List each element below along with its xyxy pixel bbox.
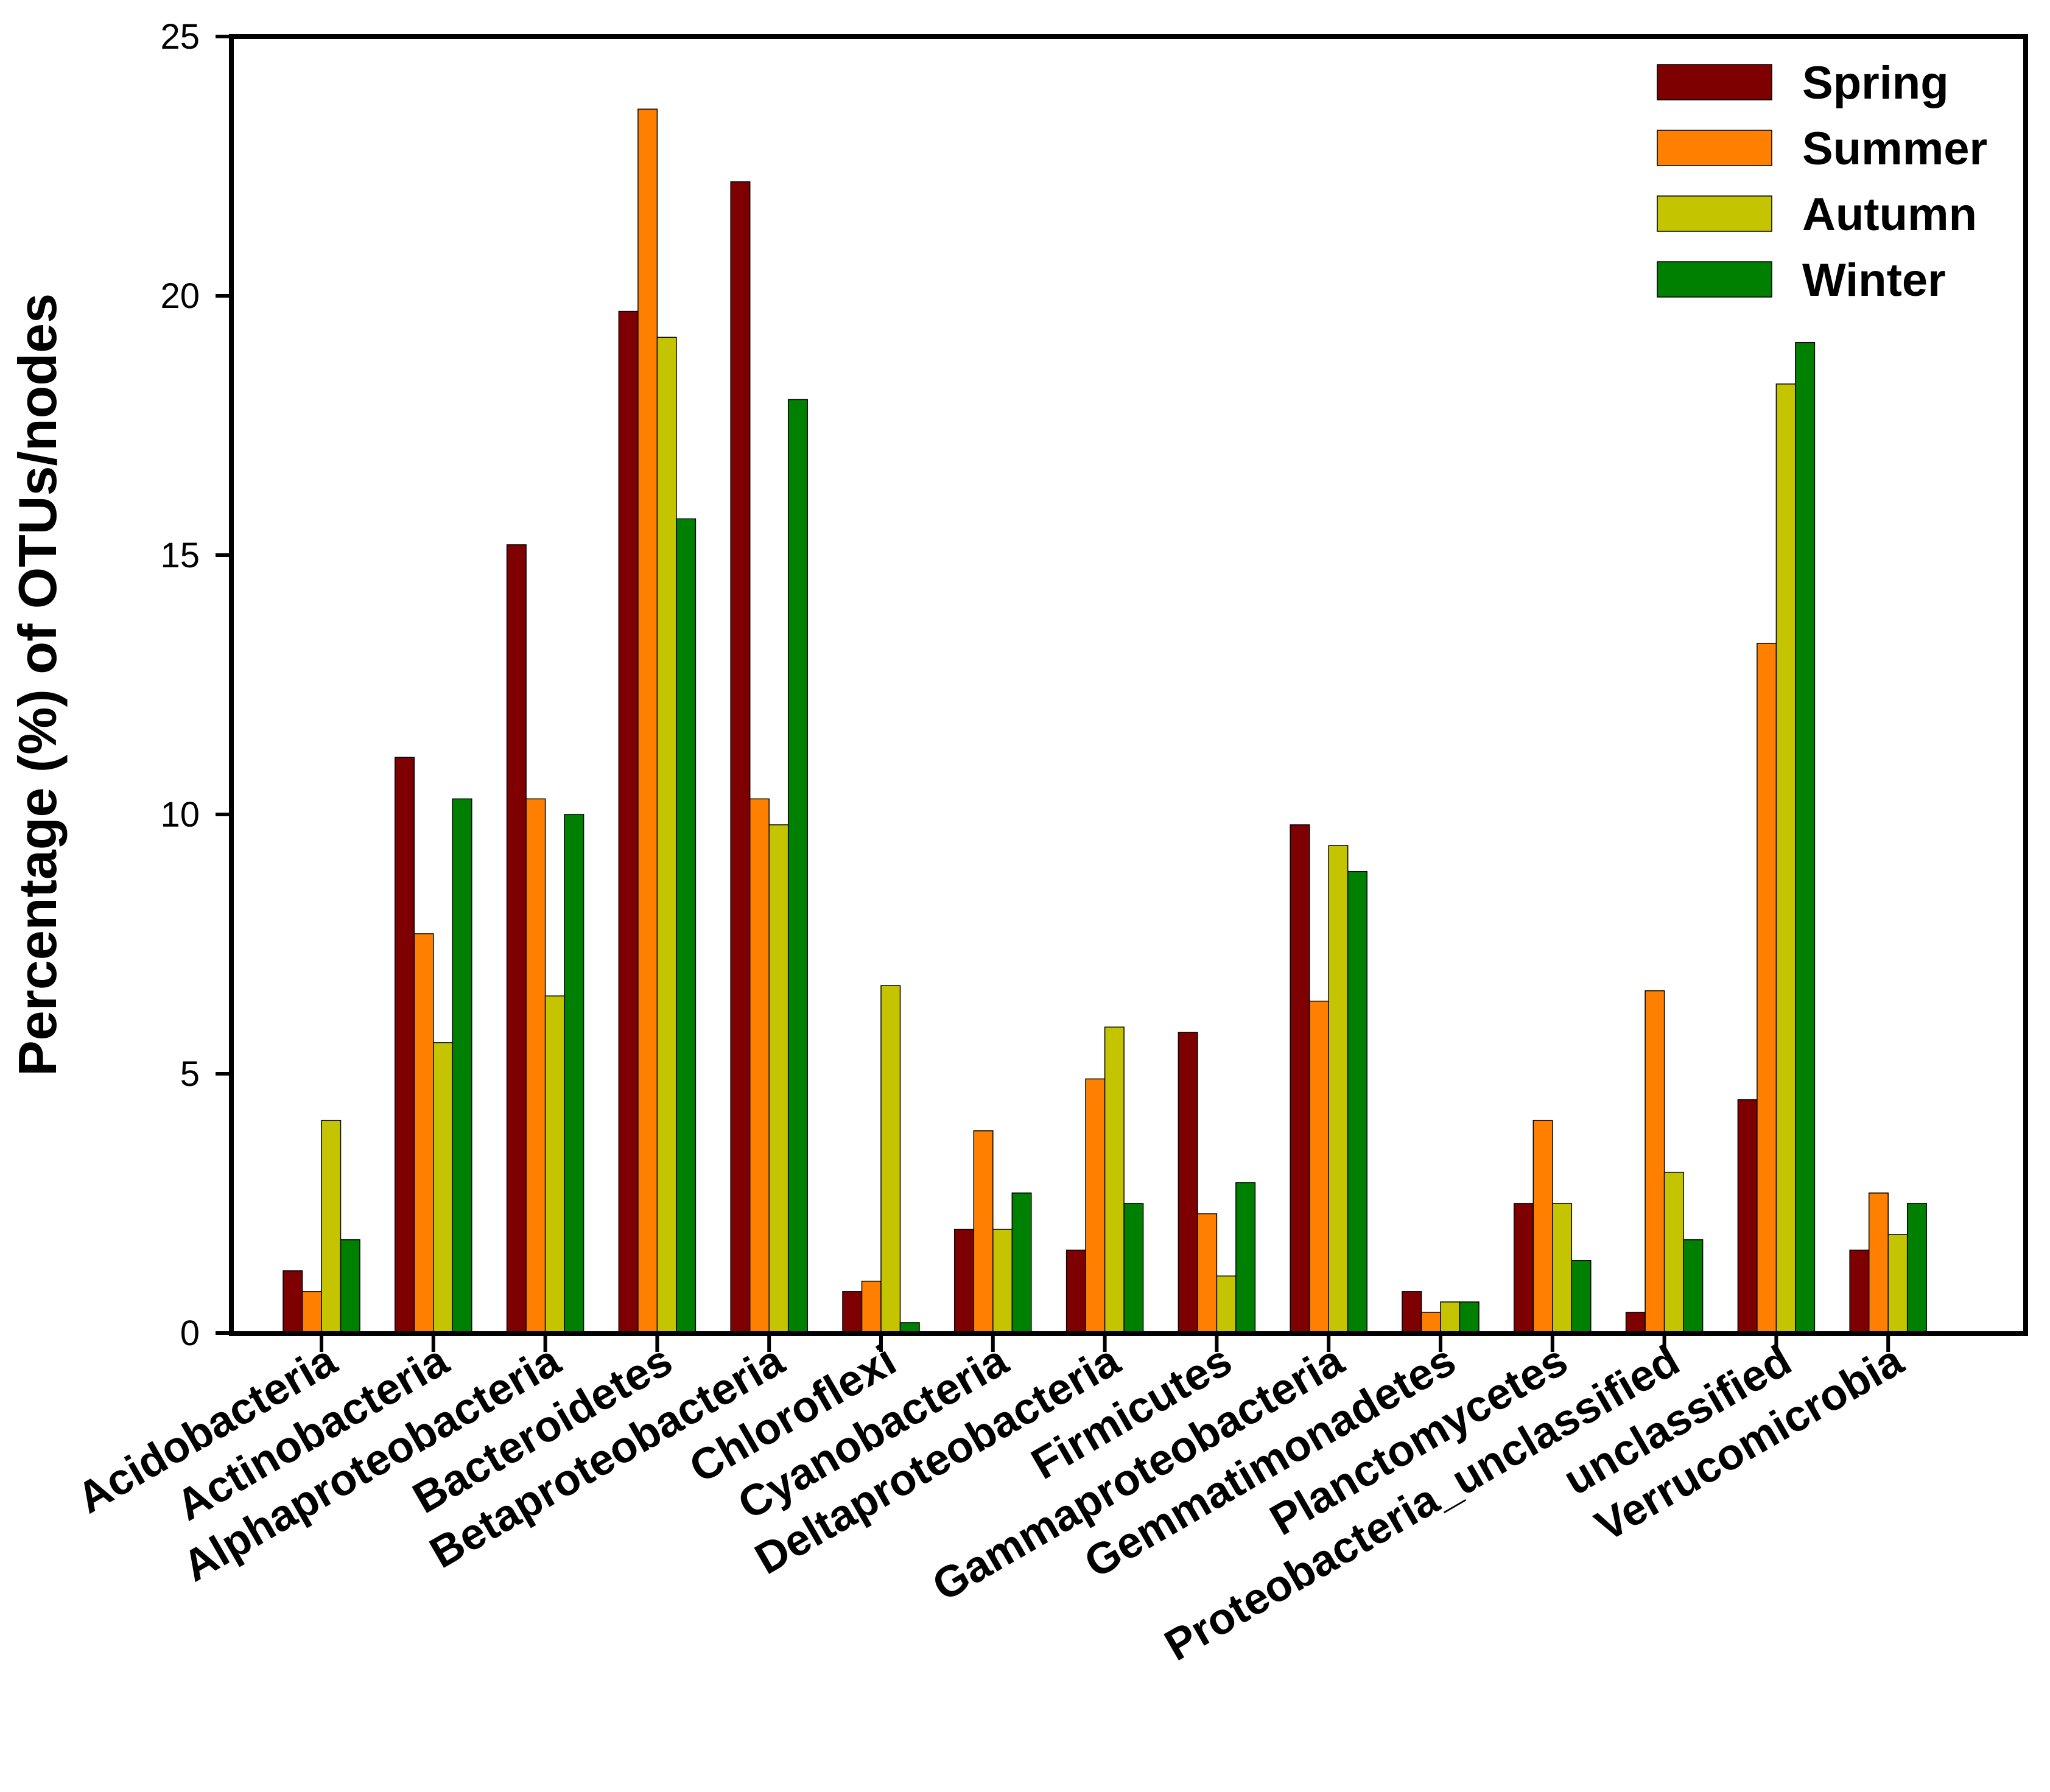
bar-summer xyxy=(413,933,434,1334)
bar-autumn xyxy=(1216,1275,1237,1334)
x-axis-category-labels: AcidobacteriaActinobacteriaAlphaproteoba… xyxy=(69,1334,1912,1670)
bar-spring xyxy=(1290,824,1310,1334)
bar-spring xyxy=(1514,1203,1534,1334)
legend: Spring Summer Autumn Winter xyxy=(1657,57,1987,306)
bar-summer xyxy=(1645,990,1665,1334)
bar-autumn xyxy=(1552,1203,1573,1334)
bar-group xyxy=(1625,990,1704,1334)
bar-autumn xyxy=(1104,1026,1125,1334)
bar-summer xyxy=(861,1281,882,1334)
y-axis-ticks: 0 5 10 15 20 25 xyxy=(160,17,231,1353)
bar-group xyxy=(618,108,697,1334)
bar-summer xyxy=(1868,1192,1889,1334)
bar-autumn xyxy=(1440,1301,1461,1334)
bar-winter xyxy=(1571,1259,1592,1334)
y-tick-label: 5 xyxy=(180,1054,200,1094)
bar-group xyxy=(1514,1119,1592,1334)
y-tick-label: 25 xyxy=(160,17,200,57)
legend-label: Summer xyxy=(1802,123,1987,175)
bar-spring xyxy=(1402,1291,1422,1334)
y-tick-label: 0 xyxy=(180,1314,200,1353)
bar-summer xyxy=(301,1291,322,1334)
bar-winter xyxy=(564,814,584,1334)
legend-swatch xyxy=(1657,261,1772,298)
bar-winter xyxy=(452,798,472,1334)
bar-summer xyxy=(1757,643,1777,1334)
bar-autumn xyxy=(1775,383,1796,1334)
bar-summer xyxy=(1532,1119,1553,1334)
bar-winter xyxy=(1123,1203,1144,1334)
bar-group xyxy=(730,181,808,1334)
bar-spring xyxy=(730,181,751,1334)
bar-spring xyxy=(506,544,527,1334)
bar-winter xyxy=(1011,1192,1032,1334)
y-tick-label: 15 xyxy=(160,536,200,575)
y-axis-title: Percentage (%) of OTUs/nodes xyxy=(7,293,68,1076)
bar-winter xyxy=(787,399,808,1334)
bar-group xyxy=(1290,824,1367,1334)
legend-item-winter: Winter xyxy=(1657,254,1946,306)
bar-group xyxy=(954,1130,1032,1334)
bar-spring xyxy=(1849,1249,1870,1334)
bar-spring xyxy=(1065,1249,1086,1334)
bar-summer xyxy=(749,798,770,1334)
plot-area-frame xyxy=(229,34,2028,1336)
bar-spring xyxy=(618,310,639,1334)
bar-autumn xyxy=(880,985,901,1334)
bar-autumn xyxy=(544,995,565,1334)
bar-winter xyxy=(1347,870,1367,1334)
bar-winter xyxy=(676,518,697,1334)
bar-spring xyxy=(1178,1032,1198,1334)
bar-group xyxy=(1065,1026,1144,1334)
bar-summer xyxy=(973,1130,994,1334)
bar-group xyxy=(1849,1192,1927,1334)
bar-group xyxy=(506,544,584,1334)
bar-winter xyxy=(1235,1182,1256,1334)
bar-summer xyxy=(637,108,658,1334)
bar-autumn xyxy=(321,1119,342,1334)
bar-autumn xyxy=(656,337,677,1334)
legend-label: Spring xyxy=(1802,57,1949,109)
y-tick-label: 10 xyxy=(160,795,200,835)
bar-autumn xyxy=(992,1228,1013,1334)
bar-winter xyxy=(1906,1203,1927,1334)
bar-summer xyxy=(525,798,546,1334)
bar-group xyxy=(1178,1032,1256,1334)
bar-group xyxy=(1737,341,1816,1334)
bar-group xyxy=(283,1119,360,1334)
legend-item-autumn: Autumn xyxy=(1657,189,1977,240)
legend-label: Autumn xyxy=(1802,189,1977,240)
legend-swatch xyxy=(1657,195,1772,232)
bar-autumn xyxy=(1887,1234,1908,1334)
bar-winter xyxy=(340,1239,360,1334)
bar-group xyxy=(1402,1291,1480,1334)
legend-swatch xyxy=(1657,130,1772,166)
bar-spring xyxy=(395,757,415,1334)
bar-spring xyxy=(283,1270,303,1334)
y-tick-label: 20 xyxy=(160,276,200,316)
bar-autumn xyxy=(1663,1172,1684,1334)
bar-summer xyxy=(1197,1213,1218,1334)
bar-autumn xyxy=(768,824,789,1334)
bar-spring xyxy=(954,1228,975,1334)
bar-summer xyxy=(1085,1078,1106,1334)
bar-autumn xyxy=(1328,845,1349,1334)
bar-summer xyxy=(1420,1312,1441,1334)
bar-autumn xyxy=(433,1042,454,1334)
bar-winter xyxy=(1683,1239,1704,1334)
bar-spring xyxy=(1737,1099,1758,1334)
bar-spring xyxy=(842,1291,863,1334)
bar-summer xyxy=(1308,1000,1329,1334)
legend-swatch xyxy=(1657,64,1772,100)
bar-group xyxy=(395,757,472,1334)
bar-group xyxy=(842,985,920,1334)
bar-spring xyxy=(1625,1312,1646,1334)
legend-item-spring: Spring xyxy=(1657,57,1949,109)
bar-winter xyxy=(1795,341,1816,1334)
legend-label: Winter xyxy=(1802,254,1946,306)
legend-item-summer: Summer xyxy=(1657,123,1987,175)
bar-winter xyxy=(1459,1301,1480,1334)
